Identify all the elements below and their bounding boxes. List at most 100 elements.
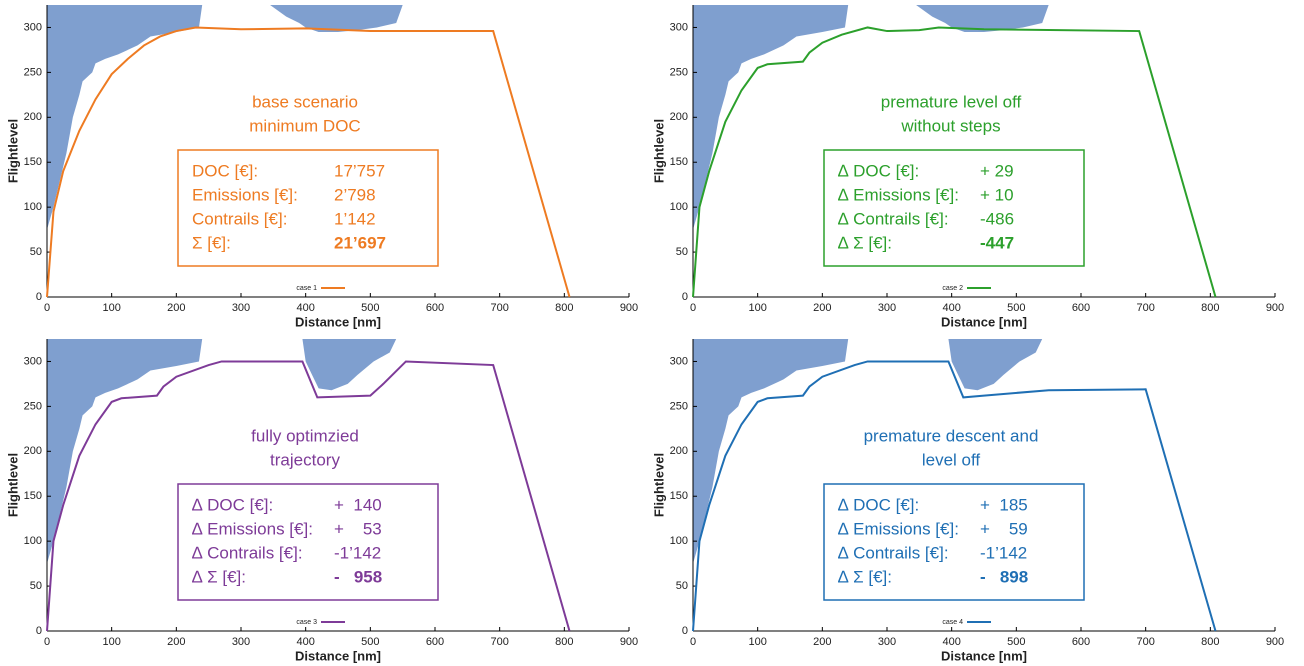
x-tick-label: 700 bbox=[1136, 302, 1154, 314]
annotation-label: ∆ Σ [€]: bbox=[192, 567, 246, 586]
x-tick-label: 600 bbox=[426, 302, 444, 314]
legend-label: case 3 bbox=[296, 619, 317, 626]
annotation-value: + 59 bbox=[980, 519, 1028, 538]
annotation-title: premature descent and bbox=[864, 426, 1039, 445]
y-tick-label: 150 bbox=[670, 156, 688, 168]
contrail-region bbox=[916, 5, 1049, 32]
x-tick-label: 0 bbox=[44, 636, 50, 648]
annotation-label: ∆ DOC [€]: bbox=[838, 495, 919, 514]
y-tick-label: 0 bbox=[36, 291, 42, 303]
x-tick-label: 800 bbox=[1201, 636, 1219, 648]
annotation-value: -1’142 bbox=[980, 543, 1027, 562]
y-axis-label: Flightlevel bbox=[651, 119, 666, 183]
data-line bbox=[46, 360, 571, 632]
x-tick-label: 700 bbox=[490, 636, 508, 648]
annotation-title: minimum DOC bbox=[249, 116, 360, 135]
y-axis-label: Flightlevel bbox=[651, 453, 666, 517]
x-tick-label: 400 bbox=[296, 636, 314, 648]
x-tick-label: 300 bbox=[232, 302, 250, 314]
annotation-label: ∆ Contrails [€]: bbox=[192, 543, 303, 562]
x-tick-label: 100 bbox=[748, 636, 766, 648]
annotation-box bbox=[823, 149, 1085, 267]
y-tick-label: 250 bbox=[670, 400, 688, 412]
x-axis-label: Distance [nm] bbox=[941, 648, 1027, 663]
legend-label: case 1 bbox=[296, 285, 317, 292]
y-tick-label: 50 bbox=[676, 246, 688, 258]
y-tick-label: 250 bbox=[24, 400, 42, 412]
annotation-title: premature level off bbox=[881, 92, 1022, 111]
annotation-value: - 958 bbox=[334, 567, 382, 586]
contrail-region bbox=[47, 5, 203, 230]
annotation-value: 1’142 bbox=[334, 209, 376, 228]
y-axis-label: Flightlevel bbox=[5, 119, 20, 183]
x-tick-label: 400 bbox=[942, 302, 960, 314]
y-tick-label: 200 bbox=[24, 111, 42, 123]
y-tick-label: 0 bbox=[682, 291, 688, 303]
x-tick-label: 400 bbox=[296, 302, 314, 314]
annotation-label: ∆ Emissions [€]: bbox=[192, 519, 313, 538]
annotation-label: ∆ DOC [€]: bbox=[838, 161, 919, 180]
annotation-label: ∆ Emissions [€]: bbox=[838, 185, 959, 204]
subplot: 0 100 200 300 400 500 600 700 800 900 0 50 100 150 200… bbox=[5, 339, 638, 663]
x-tick-label: 200 bbox=[167, 636, 185, 648]
y-tick-label: 200 bbox=[24, 445, 42, 457]
annotation-value: 2’798 bbox=[334, 185, 376, 204]
y-tick-label: 300 bbox=[670, 355, 688, 367]
y-tick-label: 150 bbox=[670, 490, 688, 502]
annotation-value: -1’142 bbox=[334, 543, 381, 562]
data-line bbox=[692, 26, 1217, 298]
x-tick-label: 900 bbox=[1266, 636, 1284, 648]
y-tick-label: 150 bbox=[24, 156, 42, 168]
x-tick-label: 300 bbox=[232, 636, 250, 648]
contrail-region bbox=[693, 5, 849, 230]
legend-label: case 4 bbox=[942, 619, 963, 626]
annotation-value: 17’757 bbox=[334, 161, 385, 180]
x-tick-label: 900 bbox=[1266, 302, 1284, 314]
contrail-region bbox=[302, 339, 397, 391]
legend-label: case 2 bbox=[942, 285, 963, 292]
data-line bbox=[46, 26, 571, 298]
x-tick-label: 500 bbox=[361, 636, 379, 648]
y-tick-label: 300 bbox=[24, 355, 42, 367]
y-tick-label: 250 bbox=[24, 66, 42, 78]
x-tick-label: 200 bbox=[167, 302, 185, 314]
x-tick-label: 500 bbox=[1007, 302, 1025, 314]
x-tick-label: 100 bbox=[102, 636, 120, 648]
x-tick-label: 0 bbox=[44, 302, 50, 314]
x-tick-label: 800 bbox=[1201, 302, 1219, 314]
annotation-value: + 185 bbox=[980, 495, 1028, 514]
data-line bbox=[692, 360, 1217, 632]
x-tick-label: 200 bbox=[813, 636, 831, 648]
annotation-label: Σ [€]: bbox=[192, 233, 231, 252]
annotation-label: ∆ DOC [€]: bbox=[192, 495, 273, 514]
x-tick-label: 0 bbox=[690, 302, 696, 314]
x-tick-label: 600 bbox=[1072, 636, 1090, 648]
x-tick-label: 900 bbox=[620, 636, 638, 648]
annotation-value: - 898 bbox=[980, 567, 1028, 586]
annotation-title: level off bbox=[922, 450, 981, 469]
x-tick-label: 800 bbox=[555, 636, 573, 648]
annotation-box bbox=[177, 149, 439, 267]
contrail-region bbox=[270, 5, 403, 32]
annotation-value: + 29 bbox=[980, 161, 1014, 180]
x-tick-label: 800 bbox=[555, 302, 573, 314]
contrail-region bbox=[693, 339, 849, 564]
annotation-value: -447 bbox=[980, 233, 1014, 252]
y-tick-label: 100 bbox=[670, 201, 688, 213]
annotation-label: ∆ Contrails [€]: bbox=[838, 209, 949, 228]
x-axis-label: Distance [nm] bbox=[295, 648, 381, 663]
subplot: 0 100 200 300 400 500 600 700 800 900 0 50 100 150 200… bbox=[651, 339, 1284, 663]
x-tick-label: 500 bbox=[361, 302, 379, 314]
x-tick-label: 200 bbox=[813, 302, 831, 314]
x-tick-label: 500 bbox=[1007, 636, 1025, 648]
y-tick-label: 50 bbox=[30, 580, 42, 592]
x-tick-label: 600 bbox=[426, 636, 444, 648]
x-tick-label: 0 bbox=[690, 636, 696, 648]
annotation-title: trajectory bbox=[270, 450, 340, 469]
x-tick-label: 300 bbox=[878, 302, 896, 314]
x-tick-label: 700 bbox=[490, 302, 508, 314]
subplot: 0 100 200 300 400 500 600 700 800 900 0 50 100 150 200… bbox=[651, 5, 1284, 329]
y-tick-label: 50 bbox=[676, 580, 688, 592]
annotation-value: + 10 bbox=[980, 185, 1014, 204]
